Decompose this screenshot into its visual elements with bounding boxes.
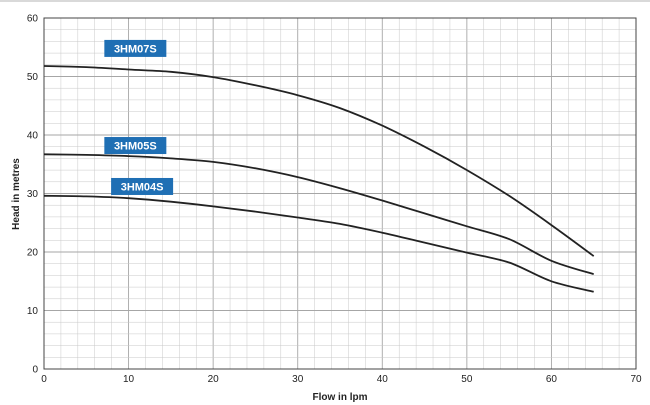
x-tick-label: 60 xyxy=(546,374,558,385)
series-label-bg-3hm05s xyxy=(104,137,167,155)
x-tick-label: 30 xyxy=(292,374,304,385)
plot-border xyxy=(43,17,637,370)
series-line-3hm04s xyxy=(43,194,594,293)
y-tick-label: 0 xyxy=(32,365,38,376)
tick-labels: 0 10 20 30 40 50 60 70 0 10 20 30 40 50 60 xyxy=(27,14,642,386)
y-tick-label: 30 xyxy=(27,189,39,200)
x-tick-label: 50 xyxy=(461,374,473,385)
series-label-3hm04s: 3HM04S xyxy=(121,181,164,193)
series-labels: 3HM07S 3HM05S 3HM04S xyxy=(104,39,174,195)
series-label-3hm07s: 3HM07S xyxy=(114,43,157,55)
series-label-bg-3hm04s xyxy=(111,177,174,195)
x-tick-label: 10 xyxy=(123,374,135,385)
series-lines xyxy=(43,65,595,293)
y-tick-label: 40 xyxy=(27,131,39,142)
x-tick-label: 40 xyxy=(377,374,389,385)
y-tick-label: 20 xyxy=(27,248,39,259)
series-label-bg-3hm07s xyxy=(104,39,167,57)
y-axis-title: Head in metres xyxy=(11,158,22,230)
y-tick-label: 10 xyxy=(27,306,39,317)
y-tick-label: 60 xyxy=(27,14,39,25)
series-label-3hm05s: 3HM05S xyxy=(114,141,157,153)
x-axis-title: Flow in lpm xyxy=(313,392,368,403)
series-line-3hm07s xyxy=(43,65,595,257)
y-tick-label: 50 xyxy=(27,72,39,83)
top-border xyxy=(0,0,650,2)
x-tick-label: 0 xyxy=(41,374,47,385)
x-tick-label: 70 xyxy=(630,374,642,385)
x-tick-label: 20 xyxy=(208,374,220,385)
series-line-3hm05s xyxy=(43,153,594,276)
